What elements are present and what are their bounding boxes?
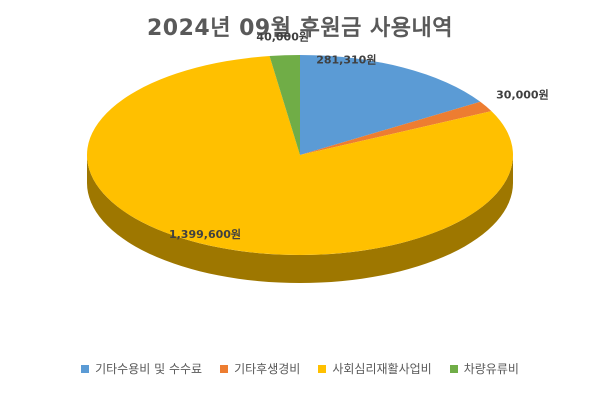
chart-title: 2024년 09월 후원금 사용내역 — [147, 16, 453, 41]
legend-label: 차량유류비 — [463, 362, 519, 376]
legend-item: 차량유류비 — [449, 360, 519, 377]
legend-label: 사회심리재활사업비 — [332, 362, 432, 376]
legend: 기타수용비 및 수수료 기타후생경비 사회심리재활사업비 차량유류비 — [0, 360, 600, 377]
legend-item: 기타후생경비 — [220, 360, 300, 377]
data-label-사회심리재활사업비: 1,399,600원 — [169, 227, 241, 241]
legend-swatch — [220, 364, 229, 373]
data-label-기타후생경비: 30,000원 — [496, 87, 549, 101]
pie-depth-layer — [87, 155, 513, 283]
legend-label: 기타수용비 및 수수료 — [95, 362, 203, 376]
legend-label: 기타후생경비 — [234, 362, 301, 376]
pie-slice-사회심리재활사업비 — [87, 56, 513, 255]
pie-slice-기타후생경비 — [300, 101, 492, 155]
pie-top-layer — [87, 55, 513, 255]
data-label-차량유류비: 40,000원 — [256, 29, 309, 43]
pie-slice-기타수용비 및 수수료 — [300, 55, 481, 155]
legend-swatch — [449, 364, 458, 373]
data-label-기타수용비 및 수수료: 281,310원 — [316, 53, 376, 67]
pie-labels-layer: 281,310원 30,000원 1,399,600원 40,000원 — [169, 29, 549, 241]
pie-side-사회심리재활사업비 — [87, 155, 513, 283]
legend-item: 사회심리재활사업비 — [318, 360, 432, 377]
legend-swatch — [318, 364, 327, 373]
legend-swatch — [81, 364, 90, 373]
legend-item: 기타수용비 및 수수료 — [81, 360, 202, 377]
pie-slice-차량유류비 — [269, 55, 300, 155]
